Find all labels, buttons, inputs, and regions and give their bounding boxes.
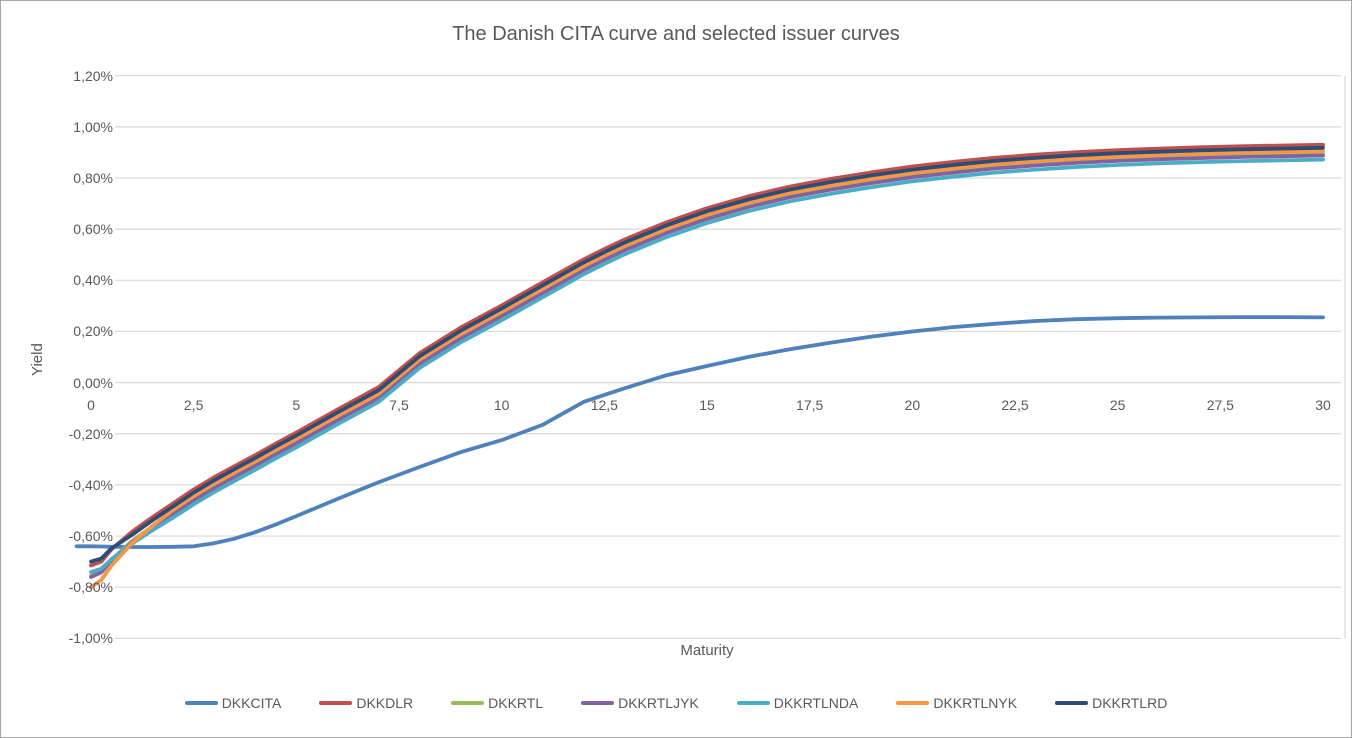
series-line-dkkrtljyk [89, 153, 1325, 579]
y-tick-label: 0,60% [73, 221, 113, 238]
chart-title: The Danish CITA curve and selected issue… [452, 23, 900, 45]
legend-label: DKKRTLNDA [773, 695, 859, 711]
legend-label: DKKRTLJYK [618, 695, 699, 711]
legend-label: DKKCITA [221, 695, 282, 711]
y-tick-label: 0,80% [73, 170, 113, 186]
x-tick-label: 20 [904, 397, 921, 413]
x-tick-label: 10 [493, 397, 510, 413]
y-tick-label: 0,40% [73, 272, 113, 289]
legend-swatch-dkkcita [184, 701, 218, 705]
legend: DKKCITA DKKDLR DKKRTL DKKRTLJYK DKKRTLNDA DKK… [1, 695, 1351, 711]
x-tick-label: 30 [1315, 397, 1331, 413]
legend-swatch-dkkrtlnyk [896, 701, 930, 705]
x-tick-label: 22,5 [1001, 397, 1029, 413]
y-tick-label: 1,20% [73, 67, 113, 84]
legend-item-dkkdlr: DKKDLR [319, 695, 413, 711]
series-line-dkkrtlnyk [89, 149, 1325, 590]
legend-label: DKKRTLNYK [933, 695, 1018, 711]
y-tick-label: -1,00% [68, 630, 113, 647]
x-tick-label: 5 [292, 397, 301, 413]
legend-swatch-dkkrtlrd [1055, 701, 1089, 705]
x-tick-label: 25 [1109, 397, 1126, 413]
series-line-dkkcita [74, 315, 1325, 549]
legend-item-dkkrtljyk: DKKRTLJYK [581, 695, 699, 711]
y-tick-label: -0,20% [68, 425, 113, 442]
y-tick-label: -0,60% [68, 528, 113, 545]
y-tick-label: 0,20% [73, 323, 113, 340]
x-tick-label: 2,5 [183, 397, 204, 413]
x-tick-label: 7,5 [389, 397, 409, 413]
legend-item-dkkrtl: DKKRTL [451, 695, 543, 711]
y-tick-label: 1,00% [73, 118, 113, 135]
legend-swatch-dkkrtl [451, 701, 485, 705]
legend-label: DKKRTLRD [1092, 695, 1168, 711]
x-axis-title: Maturity [680, 642, 734, 659]
legend-swatch-dkkrtljyk [581, 701, 615, 705]
series-line-dkkrtlnda [89, 157, 1325, 574]
legend-item-dkkcita: DKKCITA [184, 695, 282, 711]
x-tick-label: 15 [699, 397, 715, 413]
legend-item-dkkrtlrd: DKKRTLRD [1055, 695, 1167, 711]
y-tick-label: 0,00% [73, 374, 113, 391]
legend-swatch-dkkrtlnda [736, 701, 770, 705]
legend-label: DKKRTL [488, 695, 544, 711]
legend-item-dkkrtlnyk: DKKRTLNYK [896, 695, 1017, 711]
y-tick-label: -0,80% [68, 579, 113, 596]
x-tick-label: 27,5 [1206, 397, 1234, 413]
series-line-dkkrtlrd [89, 145, 1325, 564]
y-tick-label: -0,40% [68, 476, 113, 493]
series-line-dkkdlr [89, 142, 1325, 568]
x-tick-label: 12,5 [590, 397, 618, 413]
legend-swatch-dkkdlr [319, 701, 353, 705]
x-tick-label: 17,5 [796, 397, 824, 413]
legend-item-dkkrtlnda: DKKRTLNDA [736, 695, 859, 711]
legend-label: DKKDLR [356, 695, 414, 711]
x-tick-label: 0 [87, 397, 95, 413]
